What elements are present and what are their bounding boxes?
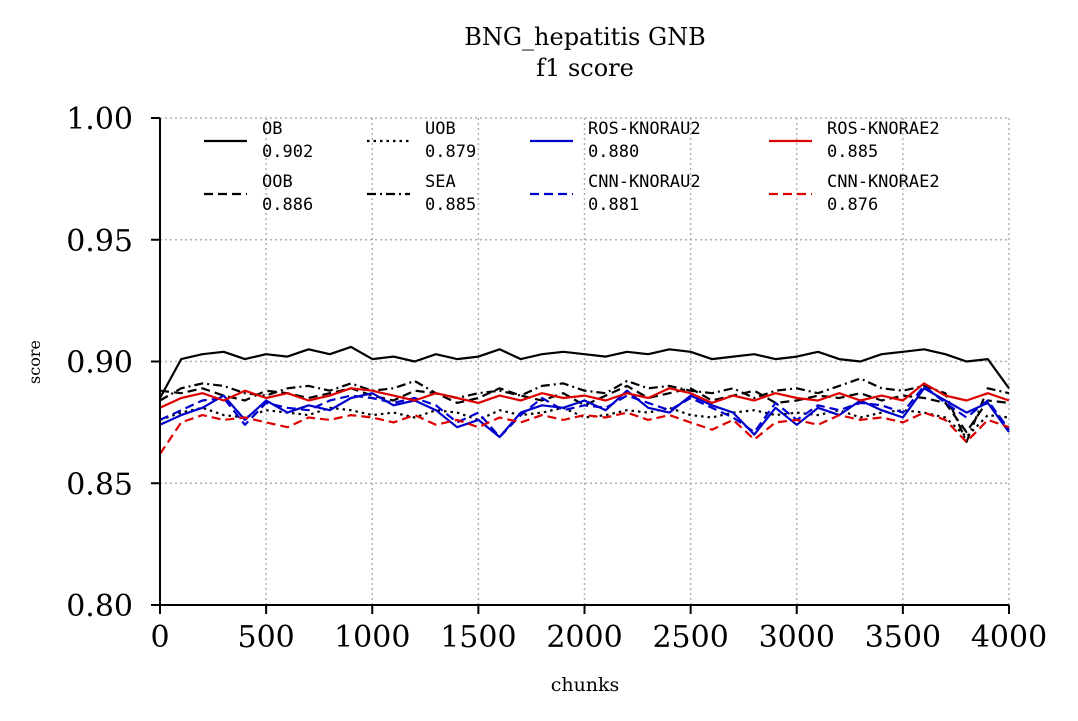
series-line-ob (159, 345, 1010, 399)
x-tick-label: 3000 (759, 620, 835, 655)
series-line-uob (159, 406, 1010, 439)
legend-label: UOB (425, 119, 456, 139)
y-tick-label: 1.00 (66, 102, 133, 137)
legend-label: ROS-KNORAE2 (827, 119, 940, 139)
legend-entry-cnn-knorau2: CNN-KNORAU2 0.881 (530, 172, 701, 215)
y-tick-label: 0.85 (66, 467, 133, 502)
x-axis-label: chunks (551, 674, 620, 696)
legend-score: 0.885 (827, 142, 878, 162)
x-tick-label: 1500 (440, 620, 516, 655)
series-line-cnn-knorae2 (159, 411, 1010, 455)
legend-entry-uob: UOB 0.879 (367, 119, 476, 162)
legend-entry-ob: OB 0.902 (204, 119, 313, 162)
legend: OB0.902OOB0.886UOB0.879SEA0.885ROS-KNORA… (204, 119, 940, 215)
y-tick-label: 0.90 (66, 346, 133, 381)
legend-entry-oob: OOB 0.886 (204, 172, 313, 215)
x-tick-label: 2000 (546, 620, 622, 655)
y-axis-label: score (25, 340, 44, 384)
x-tick-label: 0 (150, 620, 169, 655)
x-tick-label: 1000 (334, 620, 410, 655)
series-line-cnn-knorau2 (159, 384, 1010, 439)
legend-score: 0.902 (262, 142, 313, 162)
legend-label: CNN-KNORAE2 (827, 172, 940, 192)
legend-score: 0.879 (425, 142, 476, 162)
x-tick-label: 4000 (971, 620, 1047, 655)
legend-score: 0.881 (588, 195, 639, 215)
series-line-ros-knorae2 (159, 382, 1010, 409)
legend-entry-ros-knorae2: ROS-KNORAE2 0.885 (769, 119, 940, 162)
series-line-ros-knorau2 (159, 387, 1010, 439)
legend-entry-sea: SEA 0.885 (367, 172, 476, 215)
x-tick-label: 500 (237, 620, 294, 655)
y-tick-label: 0.80 (66, 589, 133, 624)
series-line-oob (159, 384, 1010, 434)
series-lines (159, 345, 1010, 455)
legend-label: CNN-KNORAU2 (588, 172, 701, 192)
legend-score: 0.886 (262, 195, 313, 215)
ticks: 0 500 1000 1500 2000 2500 3000 3500 4000 0.80 0.85… (66, 102, 1047, 655)
legend-label: ROS-KNORAU2 (588, 119, 701, 139)
grid (160, 117, 1010, 605)
legend-label: OB (262, 119, 282, 139)
legend-label: OOB (262, 172, 293, 192)
legend-score: 0.880 (588, 142, 639, 162)
x-tick-label: 3500 (865, 620, 941, 655)
chart-title: BNG_hepatitis GNB (464, 23, 706, 51)
legend-score: 0.885 (425, 195, 476, 215)
x-tick-label: 2500 (652, 620, 728, 655)
legend-score: 0.876 (827, 195, 878, 215)
y-tick-label: 0.95 (66, 224, 133, 259)
legend-entry-cnn-knorae2: CNN-KNORAE2 0.876 (769, 172, 940, 215)
chart-subtitle: f1 score (536, 54, 634, 82)
legend-entry-ros-knorau2: ROS-KNORAU2 0.880 (530, 119, 701, 162)
legend-label: SEA (425, 172, 456, 192)
series-line-sea (159, 377, 1010, 443)
